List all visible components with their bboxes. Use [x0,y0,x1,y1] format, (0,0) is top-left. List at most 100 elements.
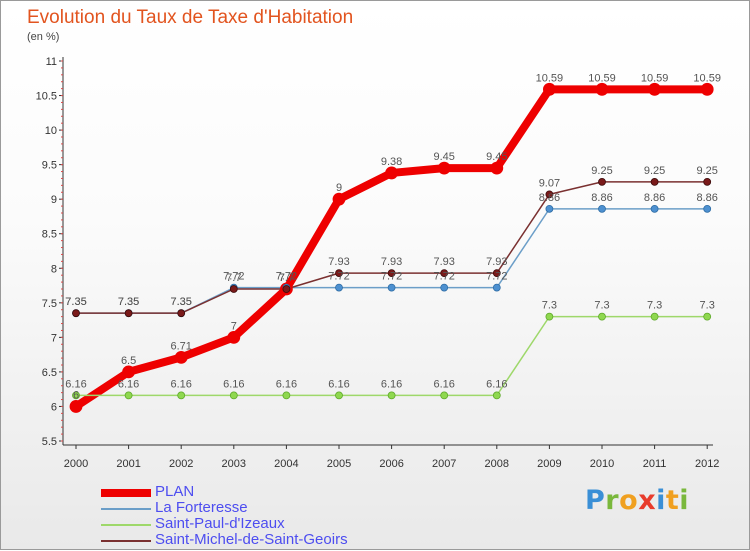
logo-letter: x [638,485,657,516]
data-label: 7.72 [486,271,507,283]
data-label: 7.35 [170,296,191,308]
legend-swatch [101,489,151,497]
data-point [543,82,556,96]
logo-letter: r [605,485,620,516]
data-point [332,192,346,206]
data-point [124,309,133,318]
x-tick-label: 2010 [590,458,614,470]
data-point [385,166,399,180]
legend-label: Saint-Paul-d'Izeaux [155,515,285,532]
data-label: 7.7 [279,272,294,284]
data-point [492,269,501,278]
data-point [490,161,504,175]
data-label: 7.72 [276,271,297,283]
data-label: 7.35 [118,296,139,308]
logo-letter: t [665,485,680,516]
data-label: 10.59 [588,72,616,84]
data-point [335,391,343,400]
data-label: 9.45 [433,151,454,163]
data-label: 6.16 [381,378,402,390]
data-point [492,283,501,292]
legend-label: Saint-Michel-de-Saint-Geoirs [155,531,348,548]
legend-label: PLAN [155,483,195,500]
legend-swatch [101,540,151,542]
data-point [387,269,396,278]
data-point [437,161,451,175]
data-label: 8.86 [539,192,560,204]
legend-label: La Forteresse [155,499,248,516]
data-label: 6.16 [170,378,191,390]
data-label: 10.59 [641,72,669,84]
series-line-0 [72,85,712,411]
data-label: 7.72 [381,271,402,283]
data-point [492,391,501,400]
data-label: 9.25 [644,165,665,177]
data-label: 9.07 [539,177,560,189]
data-label: 7.7 [279,272,294,284]
data-label: 9.25 [591,165,612,177]
y-tick-label: 8.5 [42,229,57,241]
data-label: 9.25 [696,165,717,177]
data-label: 9.45 [486,151,507,163]
data-label: 7.3 [542,300,557,312]
x-tick-label: 2009 [537,458,561,470]
data-label: 7.3 [700,300,715,312]
data-point [387,391,396,400]
data-point [598,312,606,321]
x-tick-label: 2006 [379,458,403,470]
y-tick-label: 10.5 [36,91,57,103]
data-label: 7.93 [381,256,402,268]
logo-letter: o [619,485,639,516]
unit-label: (en %) [27,31,60,43]
data-label: 7.35 [65,296,86,308]
data-point [703,204,712,213]
data-point [703,312,712,321]
data-label: 7.72 [328,271,349,283]
data-label: 9.38 [381,156,402,168]
data-point [650,204,659,213]
data-point [700,82,714,96]
data-point [598,178,606,186]
y-tick-label: 10 [45,125,57,137]
data-point [72,309,80,318]
data-label: 7.93 [433,256,454,268]
x-tick-label: 2000 [64,458,88,470]
data-label: 6 [73,389,79,401]
data-label: 7.3 [647,300,662,312]
data-point [335,283,343,292]
x-tick-label: 2004 [274,458,298,470]
y-tick-label: 7.5 [42,298,57,310]
data-label: 6.16 [118,378,139,390]
x-tick-label: 2003 [222,458,246,470]
data-point [177,309,186,318]
x-tick-label: 2012 [695,458,719,470]
data-point [703,178,712,186]
data-point [650,312,659,321]
data-label: 7.72 [223,271,244,283]
data-point [387,283,396,292]
y-tick-label: 11 [46,56,57,68]
data-point [122,365,135,379]
legend-swatch [101,508,151,510]
data-point [595,82,609,96]
data-label: 6.71 [170,340,191,352]
data-label: 7.93 [328,256,349,268]
data-label: 6.16 [223,378,244,390]
data-label: 9 [336,182,342,194]
data-label: 8.86 [696,192,717,204]
data-point [282,285,291,293]
data-point [229,391,238,400]
data-label: 7.3 [594,300,609,312]
y-tick-label: 8 [51,263,57,275]
legend-swatch [101,524,151,526]
data-label: 7.35 [170,296,191,308]
x-tick-label: 2007 [432,458,456,470]
data-point [440,269,449,278]
chart-title: Evolution du Taux de Taxe d'Habitation [27,7,354,28]
data-point [440,283,449,292]
y-tick-label: 6 [51,401,57,413]
data-label: 8.86 [591,192,612,204]
data-point [545,204,554,213]
data-point [177,391,186,400]
data-point [545,190,554,199]
